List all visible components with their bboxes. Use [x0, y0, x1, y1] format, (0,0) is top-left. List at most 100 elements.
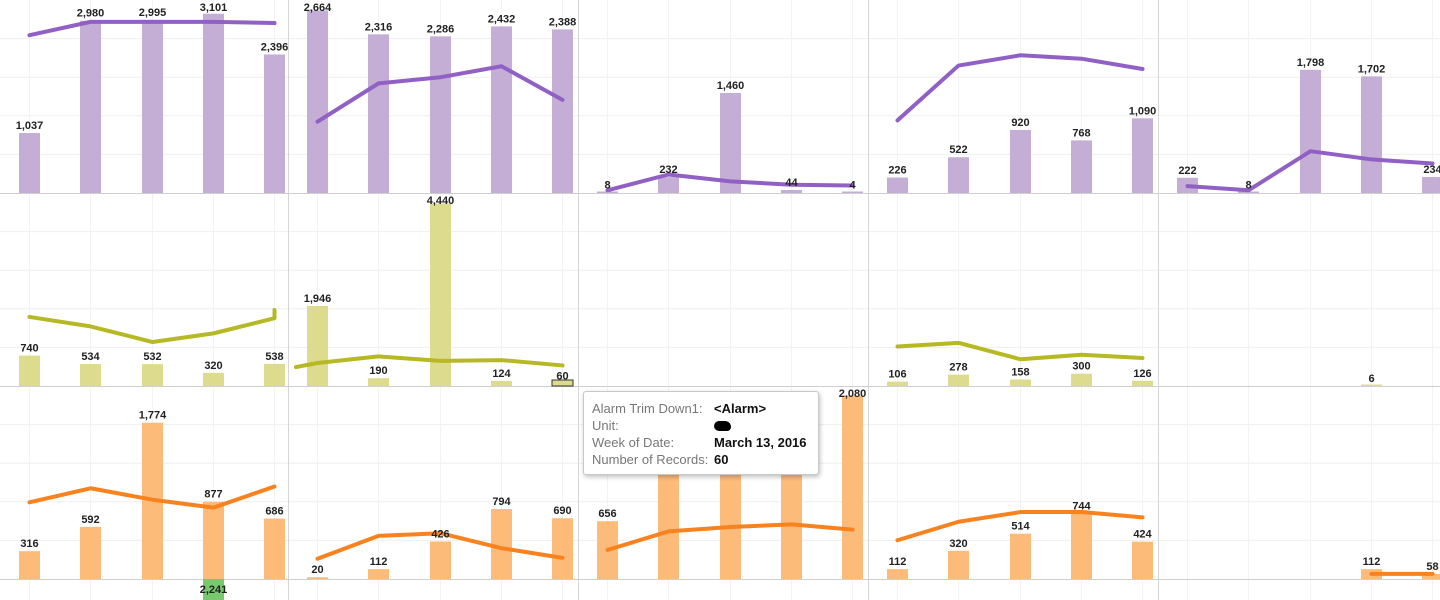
- bar: [887, 381, 908, 386]
- bar: [887, 569, 908, 579]
- bar: [203, 372, 224, 386]
- tooltip-value: March 13, 2016: [714, 435, 807, 450]
- data-label: 877: [204, 489, 222, 501]
- bar: [491, 380, 512, 386]
- bar: [19, 551, 40, 579]
- tooltip: Alarm Trim Down1: <Alarm> Unit: Week of D…: [583, 391, 819, 475]
- bar: [80, 20, 101, 193]
- data-label: 8: [1245, 179, 1251, 191]
- bar: [430, 203, 451, 386]
- data-label: 514: [1011, 521, 1030, 533]
- data-label: 112: [889, 556, 907, 568]
- bar: [1071, 513, 1092, 579]
- trend-line: [605, 522, 855, 552]
- data-label: 2,664: [304, 2, 332, 14]
- trend-line: [605, 172, 855, 193]
- bar: [142, 19, 163, 193]
- data-label: 106: [888, 369, 906, 381]
- data-label: 768: [1072, 127, 1090, 139]
- trend-line: [294, 354, 565, 370]
- data-label: 316: [20, 538, 38, 550]
- bar: [264, 54, 285, 194]
- trend-line: [27, 484, 277, 510]
- data-label: 592: [81, 514, 99, 526]
- data-label: 320: [949, 538, 967, 550]
- data-label: 190: [369, 365, 387, 377]
- bar: [80, 364, 101, 386]
- bar: [264, 518, 285, 579]
- bar: [552, 29, 573, 193]
- data-label: 278: [949, 362, 967, 374]
- data-label: 656: [598, 508, 616, 520]
- trend-line: [315, 531, 565, 561]
- tooltip-row-unit: Unit:: [592, 417, 810, 434]
- data-label: 740: [20, 343, 38, 355]
- bar: [368, 569, 389, 579]
- data-label: 1,460: [717, 80, 745, 92]
- tooltip-value: 60: [714, 452, 729, 467]
- data-label: 60: [556, 371, 568, 383]
- data-label: 2,286: [427, 23, 455, 35]
- tooltip-key: Unit:: [592, 418, 619, 433]
- bar: [368, 378, 389, 386]
- bar: [491, 26, 512, 194]
- tooltip-key: Alarm Trim Down1:: [592, 401, 703, 416]
- bar: [430, 541, 451, 579]
- data-label: 3,101: [200, 2, 228, 14]
- data-label: 4,440: [427, 195, 455, 207]
- data-label: 44: [785, 177, 798, 189]
- bar: [552, 518, 573, 579]
- data-label: 232: [659, 164, 677, 176]
- data-label: 124: [492, 368, 511, 380]
- data-label: 300: [1072, 361, 1090, 373]
- bar: [1300, 69, 1321, 193]
- data-label: 6: [1368, 373, 1374, 385]
- bar: [948, 374, 969, 386]
- bar: [1132, 118, 1153, 193]
- data-label: 20: [311, 564, 323, 576]
- bar: [307, 305, 328, 386]
- bar: [1132, 380, 1153, 386]
- data-label: 320: [204, 360, 222, 372]
- data-label: 744: [1072, 500, 1091, 512]
- trend-line: [27, 19, 277, 38]
- data-label: 534: [81, 351, 100, 363]
- bar: [1361, 76, 1382, 193]
- data-label: 686: [265, 506, 283, 518]
- data-label: 158: [1011, 367, 1029, 379]
- bar: [368, 34, 389, 193]
- bar: [19, 355, 40, 386]
- data-label: 226: [888, 165, 906, 177]
- trend-line: [895, 53, 1145, 123]
- data-label: 2,432: [488, 13, 516, 25]
- bar: [842, 395, 863, 579]
- tooltip-key: Week of Date:: [592, 435, 675, 450]
- data-label: 112: [1363, 556, 1381, 568]
- bar: [887, 177, 908, 193]
- bar: [1361, 384, 1382, 386]
- data-label: 1,037: [16, 120, 44, 132]
- data-label: 2,980: [77, 8, 105, 20]
- data-label: 426: [431, 528, 449, 540]
- bar: [1010, 533, 1031, 579]
- data-label: 234: [1423, 164, 1440, 176]
- bar: [1422, 573, 1440, 579]
- bar: [1071, 140, 1092, 193]
- data-label: 2,316: [365, 21, 393, 33]
- tooltip-key: Number of Records:: [592, 452, 709, 467]
- data-label: 522: [949, 144, 967, 156]
- bar: [551, 379, 574, 387]
- bar: [781, 189, 802, 193]
- data-label: 126: [1133, 368, 1151, 380]
- bar: [307, 10, 328, 194]
- bar: [1010, 129, 1031, 193]
- data-label: 1,090: [1129, 105, 1157, 117]
- data-label: 1,774: [139, 410, 167, 422]
- data-label: 2,080: [839, 388, 867, 400]
- bar: [19, 133, 40, 193]
- bar: [1071, 373, 1092, 386]
- data-label: 920: [1011, 117, 1029, 129]
- bar: [1132, 541, 1153, 579]
- data-label: 2,241: [200, 584, 228, 596]
